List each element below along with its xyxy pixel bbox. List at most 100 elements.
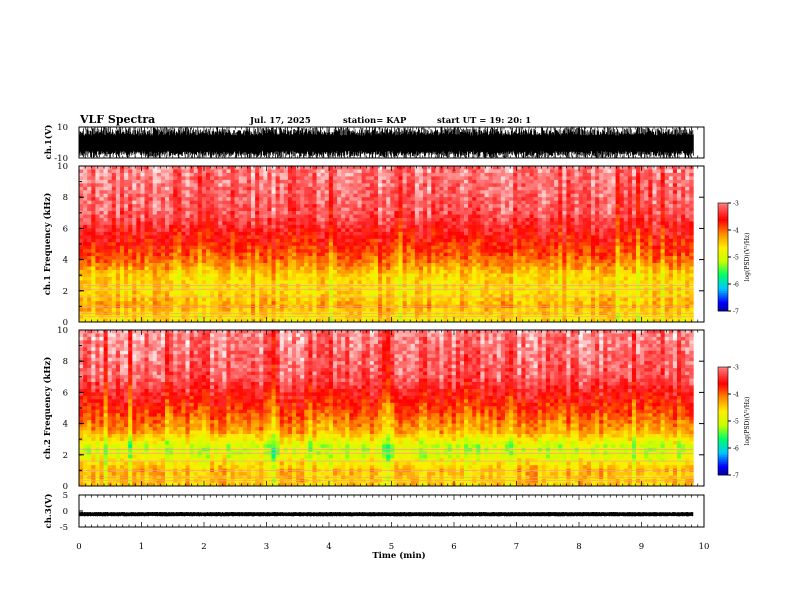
spectrogram-cell [296,276,301,281]
spectrogram-cell [472,270,477,274]
spectrogram-cell [525,276,530,281]
spectrogram-cell [504,166,510,170]
spectrogram-cell [226,273,231,278]
spectrogram-cell [205,207,211,212]
spectrogram-cell [590,176,596,181]
spectrogram-cell [410,273,416,278]
spectrogram-cell [263,200,268,205]
spectrogram-cell [631,228,637,233]
spectrogram-cell [648,245,653,250]
spectrogram-cell [590,207,596,212]
spectrogram-cell [275,204,280,208]
spectrogram-cell [357,259,362,264]
spectrogram-cell [468,273,473,278]
spectrogram-cell [259,211,264,215]
spectrogram-cell [439,235,444,240]
spectrogram-cell [291,166,297,170]
spectrogram-cell [554,218,559,222]
spectrogram-cell [378,183,383,188]
spectrogram-cell [484,172,489,177]
spectrogram-cell [689,252,694,257]
spectrogram-cell [165,280,170,285]
spectrogram-cell [541,200,547,205]
spectrogram-cell [484,259,489,264]
spectrogram-cell [148,245,154,250]
spectrogram-cell [308,204,313,208]
spectrogram-cell [574,176,579,181]
spectrogram-cell [308,169,313,174]
spectrogram-cell [83,221,88,226]
spectrogram-cell [631,256,637,260]
spectrogram-cell [353,263,358,267]
spectrogram-cell [185,207,190,212]
spectrogram-cell [337,259,342,264]
spectrogram-cell [185,252,190,257]
spectrogram-cell [267,207,272,212]
spectrogram-cell [582,218,588,222]
spectrogram-cell [218,263,223,267]
spectrogram-cell [541,228,547,233]
spectrogram-cell [251,252,256,257]
spectrogram-cell [337,193,342,198]
spectrogram-cell [402,263,407,267]
spectrogram-cell [218,207,223,212]
spectrogram-cell [205,179,211,184]
spectrogram-cell [361,245,367,250]
spectrogram-cell [644,263,649,267]
spectrogram-cell [529,249,534,253]
spectrogram-cell [312,207,317,212]
spectrogram-cell [349,204,354,208]
spectrogram-cell [627,186,633,191]
spectrogram-cell [484,235,489,240]
spectrogram-cell [566,242,571,247]
spectrogram-cell [476,166,481,170]
spectrogram-cell [685,228,690,233]
spectrogram-cell [599,176,604,181]
spectrogram-cell [431,179,436,184]
spectrogram-cell [500,186,506,191]
spectrogram-cell [169,172,174,177]
spectrogram-cell [193,224,199,229]
spectrogram-cell [468,207,473,212]
spectrogram-cell [468,256,473,260]
spectrogram-cell [566,266,571,271]
spectrogram-cell [615,200,620,205]
spectrogram-cell [218,235,223,240]
spectrogram-cell [668,228,674,233]
spectrogram-cell [259,204,264,208]
spectrogram-cell [115,273,121,278]
spectrogram-cell [255,231,260,236]
spectrogram-cell [201,270,207,274]
spectrogram-cell [95,218,100,222]
spectrogram-cell [521,273,526,278]
spectrogram-cell [160,245,166,250]
spectrogram-cell [386,183,391,188]
spectrogram-cell [103,176,108,181]
spectrogram-cell [566,228,571,233]
spectrogram-cell [83,263,88,267]
spectrogram-cell [181,245,186,250]
spectrogram-cell [435,200,440,205]
spectrogram-cell [201,273,207,278]
spectrogram-cell [140,242,145,247]
spectrogram-cell [148,190,154,195]
spectrogram-cell [332,169,338,174]
spectrogram-cell [287,259,293,264]
spectrogram-cell [590,273,596,278]
spectrogram-cell [472,238,477,243]
spectrogram-cell [222,166,227,170]
spectrogram-cell [640,214,645,219]
spectrogram-cell [148,193,154,198]
spectrogram-cell [328,235,334,240]
spectrogram-cell [496,238,502,243]
spectrogram-cell [246,179,252,184]
spectrogram-cell [681,276,686,281]
spectrogram-cell [599,197,604,201]
spectrogram-cell [676,266,682,271]
spectrogram-cell [160,190,166,195]
spectrogram-cell [439,176,444,181]
spectrogram-cell [226,207,231,212]
spectrogram-cell [173,172,178,177]
spectrogram-cell [676,228,682,233]
spectrogram-cell [689,266,694,271]
